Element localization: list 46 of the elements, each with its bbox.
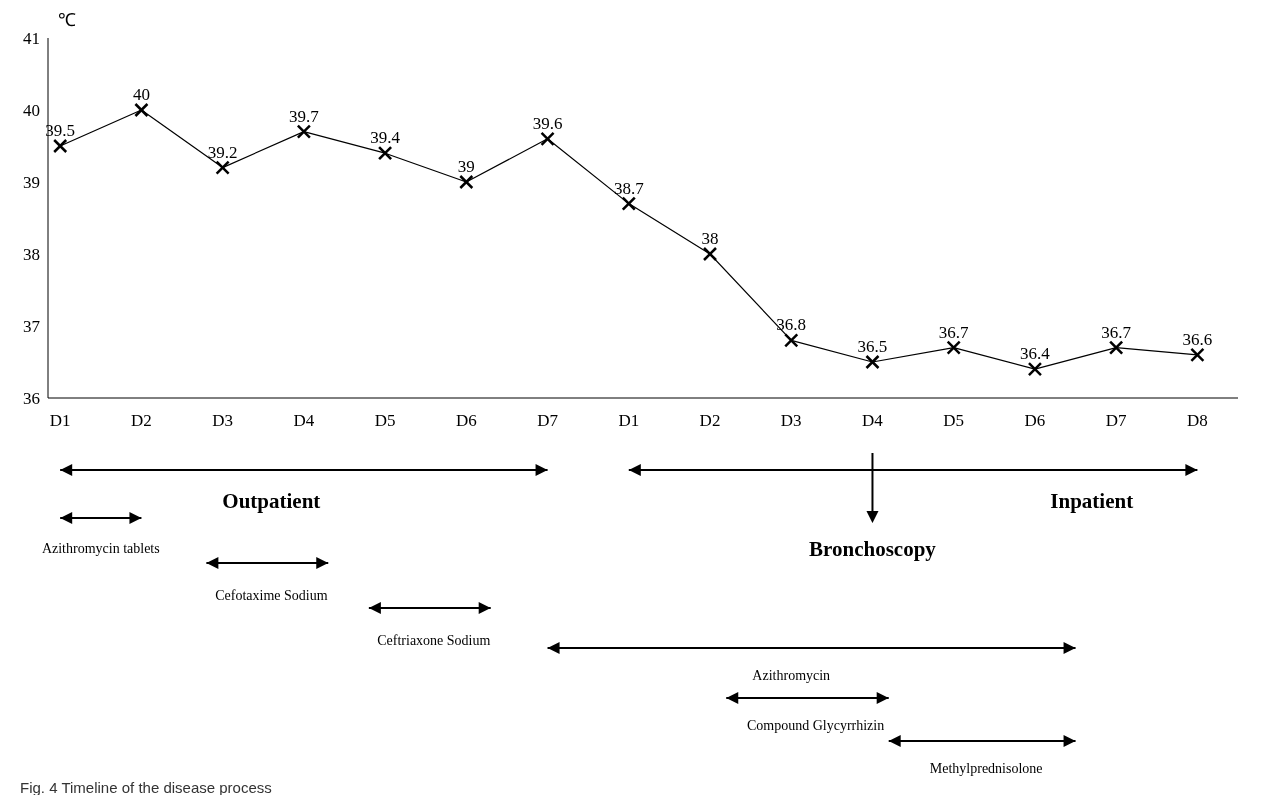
data-label: 39 [457, 157, 475, 176]
x-tick-label: D7 [537, 411, 559, 431]
data-label: 36.5 [857, 337, 888, 356]
data-label: 39.6 [532, 113, 563, 133]
x-tick-label: D5 [374, 411, 396, 431]
y-tick-label: 36 [23, 389, 40, 409]
text: Azithromycin tablets [41, 541, 160, 556]
text: Inpatient [1050, 489, 1134, 513]
text: Methylprednisolone [929, 761, 1043, 776]
x-tick-label: D8 [1186, 411, 1208, 431]
x-tick-label: D2 [699, 411, 721, 431]
data-label: 39.4 [370, 128, 401, 148]
y-tick-label: 41 [23, 29, 40, 49]
x-tick-label: D2 [131, 411, 152, 431]
x-tick-label: D3 [212, 411, 234, 431]
x-tick-label: D6 [455, 411, 477, 431]
data-label: 38.7 [613, 178, 645, 198]
data-label: 36.7 [938, 322, 970, 342]
x-tick-label: D4 [862, 411, 884, 431]
data-label: 40 [132, 85, 150, 104]
x-tick-label: D3 [780, 411, 802, 431]
data-label: 36.4 [1020, 344, 1051, 364]
data-label: 36.8 [776, 315, 807, 335]
y-axis-title: ℃ [58, 9, 76, 30]
text: Cefotaxime Sodium [215, 588, 328, 603]
y-tick-label: 38 [23, 245, 40, 265]
text: Azithromycin [752, 668, 831, 683]
text: Ceftriaxone Sodium [377, 633, 491, 648]
data-label: 39.7 [289, 106, 320, 126]
x-tick-label: D1 [49, 411, 71, 431]
x-tick-label: D1 [618, 411, 640, 431]
x-tick-label: D4 [293, 411, 315, 431]
data-label: 38 [701, 229, 719, 248]
text: Compound Glycyrrhizin [746, 718, 885, 733]
y-tick-label: 40 [23, 101, 40, 121]
y-tick-label: 37 [23, 317, 41, 337]
x-tick-label: D5 [943, 411, 965, 431]
data-label: 39.5 [45, 121, 76, 140]
data-label: 36.6 [1182, 329, 1213, 349]
y-tick-label: 39 [23, 173, 40, 193]
text: Bronchoscopy [809, 537, 937, 561]
text: Outpatient [222, 489, 321, 513]
x-tick-label: D7 [1105, 411, 1128, 431]
x-tick-label: D6 [1024, 411, 1046, 431]
data-label: 39.2 [207, 142, 238, 162]
data-label: 36.7 [1101, 322, 1132, 342]
